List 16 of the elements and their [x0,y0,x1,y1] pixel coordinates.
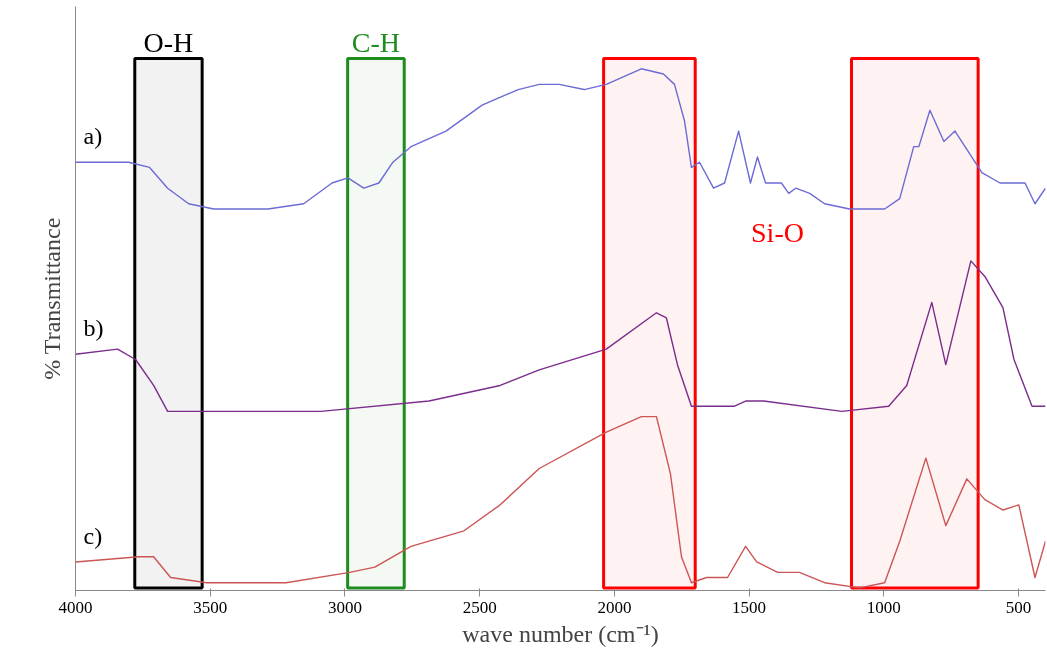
annotation: Si-O [751,217,804,248]
series-label: b) [83,315,104,342]
x-tick-label: 2000 [597,597,632,617]
x-axis-title: wave number (cm⁻¹) [462,620,659,647]
x-tick-label: 1000 [866,597,901,617]
series-label: a) [83,123,103,150]
band-label: O-H [143,27,194,59]
x-tick-label: 1500 [732,597,767,617]
x-tick-label: 2500 [462,597,497,617]
x-tick-label: 4000 [58,597,93,617]
series-label: c) [83,522,103,549]
x-tick-label: 3000 [327,597,362,617]
band-label: C-H [351,27,401,59]
x-tick-label: 500 [1005,597,1032,617]
y-axis-title: % Transmittance [38,217,65,380]
x-tick-label: 3500 [193,597,228,617]
